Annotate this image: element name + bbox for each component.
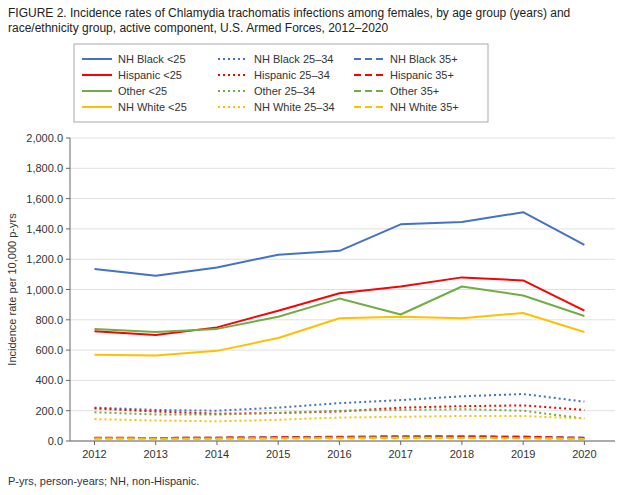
grid-line [70, 228, 615, 229]
y-tick [66, 380, 70, 381]
legend-swatch [354, 74, 384, 76]
legend-label: Hispanic 35+ [390, 69, 454, 81]
x-tick [461, 441, 462, 445]
y-tick-label: 1,600.0 [26, 193, 63, 205]
y-tick-label: 1,000.0 [26, 284, 63, 296]
x-tick-label: 2014 [205, 448, 229, 460]
legend-swatch [218, 90, 248, 92]
y-axis-line [70, 138, 71, 441]
series-line [94, 437, 584, 438]
legend-label: Other 35+ [390, 85, 439, 97]
legend-swatch [218, 58, 248, 60]
legend: NH Black <25 NH Black 25–34 NH Black 35+ Hi… [74, 44, 488, 122]
y-tick [66, 168, 70, 169]
legend-label: NH White 25–34 [254, 101, 335, 113]
series-line [94, 416, 584, 421]
legend-swatch [82, 74, 112, 76]
y-axis-label: Incidence rate per 10,000 p-yrs [6, 213, 18, 366]
series-line [94, 437, 584, 440]
x-tick [94, 441, 95, 445]
x-tick-label: 2013 [143, 448, 167, 460]
x-tick [400, 441, 401, 445]
y-tick-label: 800.0 [35, 314, 63, 326]
y-tick [66, 259, 70, 260]
series-line [94, 277, 584, 335]
x-tick [339, 441, 340, 445]
grid-line [70, 198, 615, 199]
y-tick-label: 1,400.0 [26, 223, 63, 235]
y-tick-label: 1,200.0 [26, 253, 63, 265]
grid-line [70, 259, 615, 260]
legend-swatch [218, 106, 248, 108]
y-tick-label: 400.0 [35, 374, 63, 386]
legend-frame [74, 44, 488, 122]
legend-swatch [218, 74, 248, 76]
grid-line [70, 410, 615, 411]
legend-swatch [82, 58, 112, 60]
legend-label: Other <25 [118, 85, 167, 97]
series-line [94, 436, 584, 438]
x-axis-line [70, 441, 615, 442]
y-tick-label: 0.0 [48, 435, 63, 447]
x-tick-label: 2012 [82, 448, 106, 460]
x-tick [584, 441, 585, 445]
x-tick [278, 441, 279, 445]
y-tick [66, 319, 70, 320]
axes: 0.0 200.0 400.0 600.0 800.0 1,000.0 1,200.0 1,4… [26, 132, 615, 460]
x-tick-label: 2018 [450, 448, 474, 460]
grid-line [70, 380, 615, 381]
grid-line [70, 138, 615, 139]
y-tick-label: 1,800.0 [26, 162, 63, 174]
legend-swatch [82, 90, 112, 92]
y-tick-label: 600.0 [35, 344, 63, 356]
y-tick-label: 200.0 [35, 405, 63, 417]
y-tick-label: 2,000.0 [26, 132, 63, 144]
y-tick [66, 228, 70, 229]
series-line [94, 394, 584, 411]
x-tick-label: 2016 [327, 448, 351, 460]
legend-swatch [354, 106, 384, 108]
legend-label: NH Black 35+ [390, 53, 458, 65]
y-tick [66, 289, 70, 290]
grid-line [70, 168, 615, 169]
series-line [94, 436, 584, 438]
legend-label: NH White <25 [118, 101, 187, 113]
y-tick [66, 198, 70, 199]
x-tick [523, 441, 524, 445]
y-tick [66, 138, 70, 139]
chart-title: FIGURE 2. Incidence rates of Chlamydia t… [8, 6, 620, 36]
x-tick-label: 2017 [388, 448, 412, 460]
grid-line [70, 441, 615, 442]
legend-swatch [354, 90, 384, 92]
y-tick [66, 350, 70, 351]
x-tick-label: 2015 [266, 448, 290, 460]
grid-line [70, 289, 615, 290]
legend-label: Hispanic <25 [118, 69, 182, 81]
series-line [94, 313, 584, 355]
legend-label: NH Black <25 [118, 53, 186, 65]
series-lines [94, 212, 584, 439]
x-tick [155, 441, 156, 445]
y-tick [66, 441, 70, 442]
legend-label: Other 25–34 [254, 85, 315, 97]
x-tick-label: 2020 [572, 448, 596, 460]
y-tick [66, 410, 70, 411]
legend-label: Hispanic 25–34 [254, 69, 330, 81]
series-line [94, 212, 584, 276]
legend-swatch [82, 106, 112, 108]
series-line [94, 286, 584, 331]
chart-canvas: 0.0 200.0 400.0 600.0 800.0 1,000.0 1,200.0 1,4… [0, 0, 629, 495]
grid [70, 138, 615, 441]
legend-label: NH Black 25–34 [254, 53, 334, 65]
legend-label: NH White 35+ [390, 101, 459, 113]
footnote: P-yrs, person-years; NH, non-Hispanic. [8, 475, 199, 487]
x-tick-label: 2019 [511, 448, 535, 460]
grid-line [70, 319, 615, 320]
grid-line [70, 350, 615, 351]
legend-swatch [354, 58, 384, 60]
x-tick [216, 441, 217, 445]
